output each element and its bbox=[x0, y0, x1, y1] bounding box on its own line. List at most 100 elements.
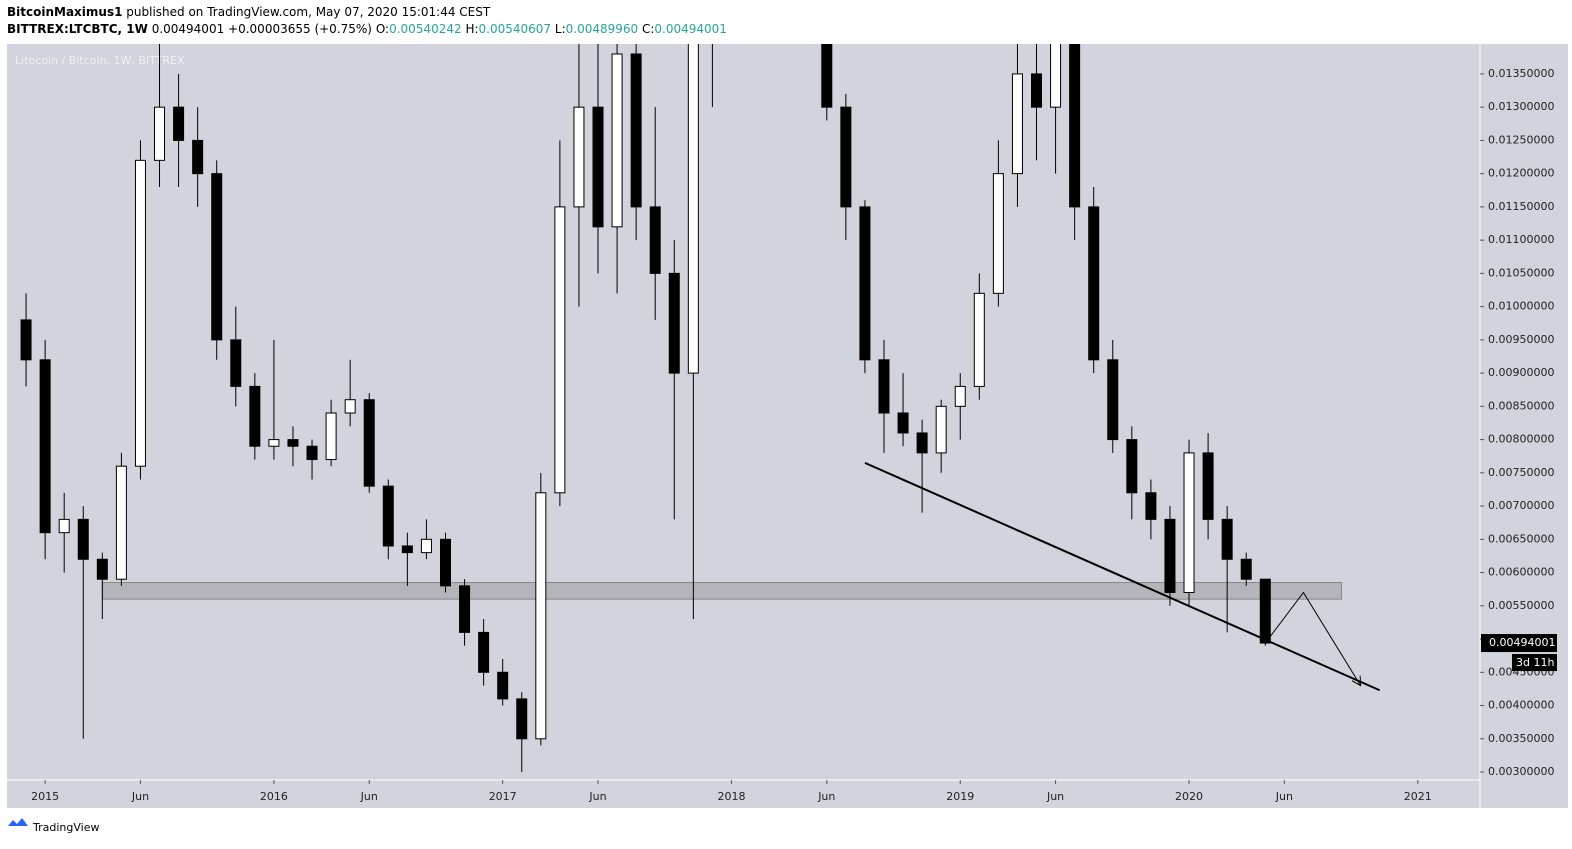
candle-body bbox=[325, 412, 337, 461]
candle-body bbox=[96, 558, 108, 580]
candle-body bbox=[401, 545, 413, 554]
y-tick-label: 0.01300000 bbox=[1488, 100, 1554, 113]
y-tick-label: 0.00350000 bbox=[1488, 732, 1554, 745]
candle-body bbox=[554, 206, 566, 494]
x-tick-label: Jun bbox=[588, 790, 606, 803]
candle-body bbox=[39, 359, 51, 534]
o: 0.00540242 bbox=[389, 22, 462, 36]
candle-body bbox=[1050, 44, 1062, 108]
x-tick-label: 2016 bbox=[260, 790, 288, 803]
x-tick-label: Jun bbox=[817, 790, 835, 803]
candle-body bbox=[1088, 206, 1100, 361]
y-tick-label: 0.00850000 bbox=[1488, 399, 1554, 412]
h: 0.00540607 bbox=[479, 22, 552, 36]
ohlc-line: BITTREX:LTCBTC, 1W 0.00494001 +0.0000365… bbox=[7, 22, 727, 36]
change: +0.00003655 (+0.75%) bbox=[228, 22, 372, 36]
candle-body bbox=[1202, 452, 1214, 520]
candle-body bbox=[211, 173, 223, 341]
y-tick-label: 0.00650000 bbox=[1488, 532, 1554, 545]
candle-body bbox=[58, 518, 70, 534]
y-tick-label: 0.00400000 bbox=[1488, 699, 1554, 712]
y-tick-label: 0.01000000 bbox=[1488, 300, 1554, 313]
trendline bbox=[864, 461, 1381, 692]
candle-body bbox=[77, 518, 89, 560]
candle-body bbox=[649, 206, 661, 274]
candle-body bbox=[668, 272, 680, 374]
candle-body bbox=[115, 465, 127, 580]
h-label: H: bbox=[465, 22, 478, 36]
candle-body bbox=[1164, 518, 1176, 594]
candle-body bbox=[478, 631, 490, 673]
c-label: C: bbox=[642, 22, 654, 36]
candle-body bbox=[363, 399, 375, 487]
candle-body bbox=[154, 106, 166, 161]
x-tick-label: Jun bbox=[131, 790, 149, 803]
candle-body bbox=[439, 538, 451, 587]
publisher: BitcoinMaximus1 bbox=[7, 5, 122, 19]
logo bbox=[8, 818, 28, 826]
y-tick-label: 0.00900000 bbox=[1488, 366, 1554, 379]
axes: 0.003000000.003500000.004000000.00450000… bbox=[31, 67, 1557, 803]
candle-body bbox=[821, 44, 833, 108]
candle-body bbox=[134, 159, 146, 467]
candle-body bbox=[726, 0, 736, 7]
candle-body bbox=[687, 44, 699, 374]
candle-body bbox=[535, 492, 547, 740]
candle-body bbox=[420, 538, 432, 554]
x-tick-label: Jun bbox=[360, 790, 378, 803]
y-tick-label: 0.00750000 bbox=[1488, 466, 1554, 479]
candle-body bbox=[630, 53, 642, 208]
x-tick-label: Jun bbox=[1046, 790, 1064, 803]
candle-body bbox=[611, 53, 623, 228]
price-tag bbox=[1481, 634, 1557, 653]
candle-body bbox=[1221, 518, 1233, 560]
candle-body bbox=[1259, 578, 1271, 644]
candle-body bbox=[20, 319, 32, 361]
candle-body bbox=[459, 585, 471, 633]
footer-brand: TradingView bbox=[32, 821, 99, 834]
candle-body bbox=[382, 485, 394, 547]
plot-bg bbox=[7, 44, 1483, 808]
candle-body bbox=[840, 106, 852, 208]
y-tick-label: 0.01050000 bbox=[1488, 266, 1554, 279]
c: 0.00494001 bbox=[654, 22, 727, 36]
plot bbox=[20, 0, 1381, 773]
y-tick-label: 0.01200000 bbox=[1488, 167, 1554, 180]
o-label: O: bbox=[376, 22, 389, 36]
y-tick-label: 0.01250000 bbox=[1488, 133, 1554, 146]
candle-body bbox=[1107, 359, 1119, 441]
countdown: 3d 11h bbox=[1516, 656, 1554, 669]
candle-body bbox=[973, 292, 985, 387]
x-tick-label: 2015 bbox=[31, 790, 59, 803]
candle-body bbox=[897, 412, 909, 434]
candle-body bbox=[287, 439, 299, 447]
symbol: BITTREX:LTCBTC, 1W bbox=[7, 22, 148, 36]
candle-body bbox=[573, 106, 585, 208]
candle-body bbox=[935, 405, 947, 454]
l-label: L: bbox=[555, 22, 566, 36]
candle-body bbox=[1183, 452, 1195, 594]
candle-body bbox=[230, 339, 242, 387]
x-tick-label: 2017 bbox=[489, 790, 517, 803]
header-line: BitcoinMaximus1 published on TradingView… bbox=[7, 5, 491, 19]
candle-body bbox=[173, 106, 185, 141]
y-tick-label: 0.00950000 bbox=[1488, 333, 1554, 346]
candle-body bbox=[192, 139, 204, 175]
y-tick-label: 0.01350000 bbox=[1488, 67, 1554, 80]
candle-body bbox=[344, 399, 356, 414]
candle-body bbox=[1126, 439, 1138, 494]
axis-bg bbox=[1483, 44, 1568, 808]
x-tick-label: Jun bbox=[1275, 790, 1293, 803]
candle-body bbox=[249, 385, 261, 447]
candle-body bbox=[497, 671, 509, 700]
last: 0.00494001 bbox=[152, 22, 225, 36]
candle-body bbox=[268, 439, 280, 447]
candle-body bbox=[592, 106, 604, 228]
countdown-bg bbox=[1512, 654, 1557, 672]
price-tag-label: 0.00494001 bbox=[1489, 636, 1555, 649]
candle-body bbox=[992, 173, 1004, 294]
x-tick-label: 2019 bbox=[946, 790, 974, 803]
candle-body bbox=[1011, 73, 1023, 175]
